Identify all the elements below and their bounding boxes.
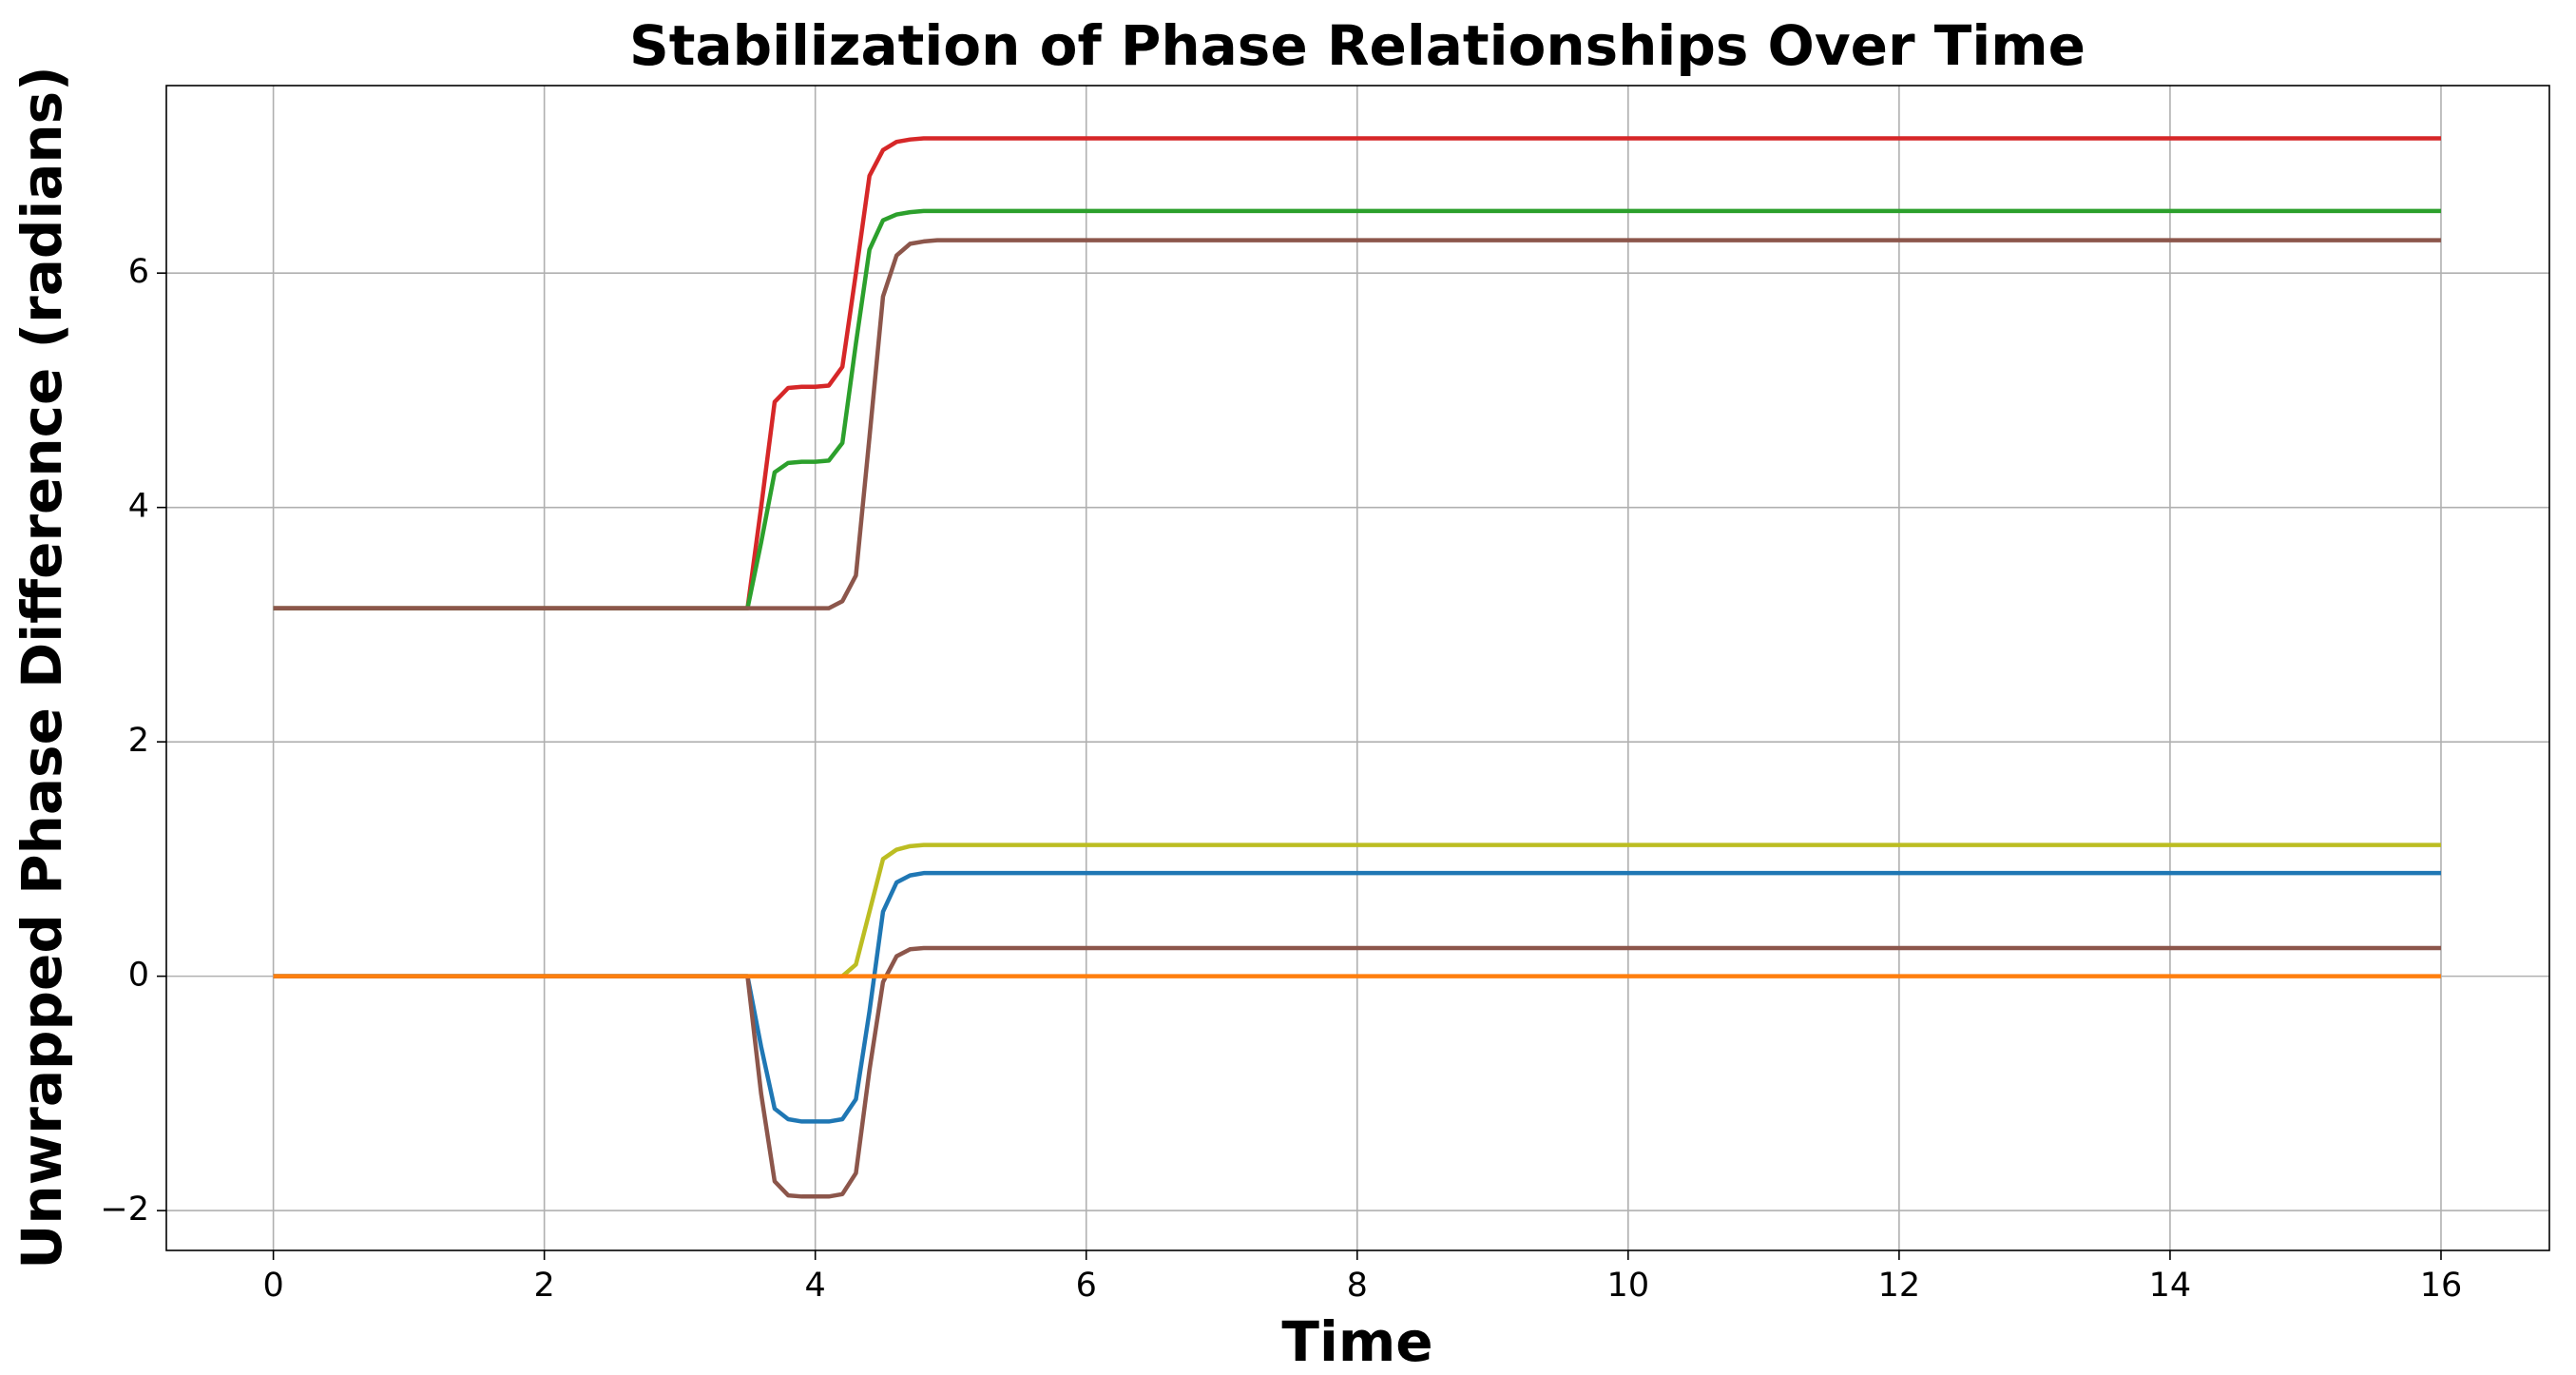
x-tick-label: 4 <box>805 1267 826 1305</box>
x-tick-label: 14 <box>2149 1267 2192 1305</box>
series-line <box>273 136 2441 610</box>
series-line <box>273 870 2441 1124</box>
x-tick-label: 16 <box>2420 1267 2463 1305</box>
y-tick-label: 0 <box>128 957 149 995</box>
x-tick-label: 0 <box>262 1267 283 1305</box>
y-tick-label: 4 <box>128 488 149 526</box>
y-tick-label: −2 <box>100 1191 149 1229</box>
y-tick-label: 2 <box>128 722 149 760</box>
y-axis-label: Unwrapped Phase Difference (radians) <box>10 66 74 1268</box>
y-tick-label: 6 <box>128 253 149 291</box>
chart-title: Stabilization of Phase Relationships Ove… <box>629 13 2086 78</box>
plot-frame <box>165 85 2550 1251</box>
x-axis-label: Time <box>1281 1309 1432 1374</box>
x-tick-label: 10 <box>1607 1267 1650 1305</box>
series-line <box>273 945 2441 1199</box>
x-tick-label: 8 <box>1347 1267 1368 1305</box>
x-tick-label: 2 <box>534 1267 555 1305</box>
series-line <box>273 238 2441 610</box>
x-tick-label: 6 <box>1076 1267 1097 1305</box>
series-line <box>273 208 2441 610</box>
x-tick-label: 12 <box>1878 1267 1921 1305</box>
